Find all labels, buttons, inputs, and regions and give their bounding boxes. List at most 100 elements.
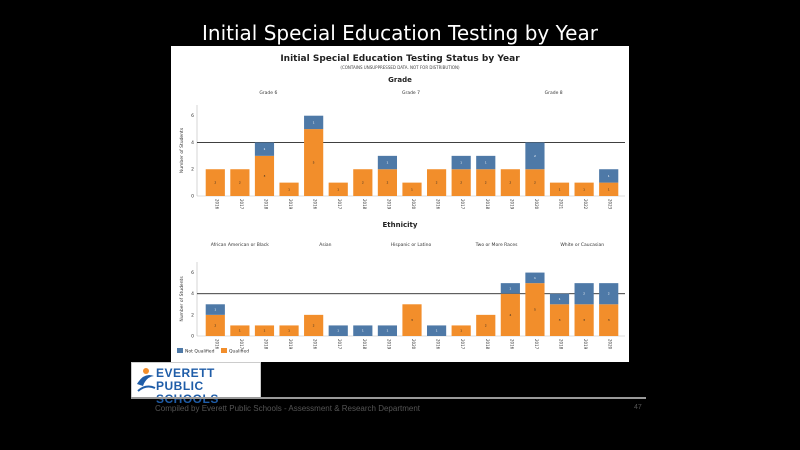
grade-bar-qualified-label: 5 xyxy=(313,161,315,165)
ethnicity-bar-qualified-label: 1 xyxy=(288,329,290,333)
ethnicity-bar-not-qualified xyxy=(205,304,225,315)
footer-text: Compiled by Everett Public Schools - Ass… xyxy=(155,404,421,413)
ethnicity-bar-qualified xyxy=(279,325,299,336)
ethnicity-bar-qualified xyxy=(402,304,422,336)
grade-bar-qualified-label: 1 xyxy=(411,187,413,191)
grade-y-tick-label: 0 xyxy=(191,194,194,200)
ethnicity-panel-label: Hispanic or Latino xyxy=(391,242,432,248)
ethnicity-bar-qualified-label: 3 xyxy=(411,318,413,322)
ethnicity-bar-not-qualified xyxy=(328,325,348,336)
ethnicity-bar-not-qualified-label: 1 xyxy=(436,329,438,333)
ethnicity-bar-qualified-label: 5 xyxy=(534,308,536,312)
grade-bar-qualified xyxy=(328,182,348,196)
grade-panel-label: Grade 7 xyxy=(402,90,420,96)
ethnicity-y-tick-label: 2 xyxy=(191,312,194,318)
ethnicity-bar-not-qualified-label: 1 xyxy=(509,286,511,290)
grade-x-tick-label: 2023 xyxy=(608,199,613,210)
ethnicity-bar-qualified xyxy=(451,325,471,336)
ethnicity-panel-label: Asian xyxy=(319,242,331,248)
ethnicity-chart: 0 2 4 6 Number of Students African American o… xyxy=(179,242,625,350)
grade-bar-not-qualified xyxy=(476,155,496,170)
grade-bar-qualified-label: 1 xyxy=(559,187,561,191)
ethnicity-bar-not-qualified-label: 1 xyxy=(534,276,536,280)
ethnicity-bar-qualified-label: 2 xyxy=(313,323,315,327)
ethnicity-y-tick-label: 4 xyxy=(191,291,194,297)
ethnicity-bar-qualified xyxy=(599,304,619,336)
grade-bar-not-qualified xyxy=(254,142,275,156)
grade-bar-qualified xyxy=(476,169,496,196)
ethnicity-bar-not-qualified-label: 1 xyxy=(214,308,216,312)
grade-bar-qualified-label: 2 xyxy=(485,181,487,185)
grade-bar-not-qualified xyxy=(451,155,471,170)
grade-x-tick-label: 2018 xyxy=(362,199,367,210)
ethnicity-x-tick-label: 2017 xyxy=(534,339,539,350)
ethnicity-x-tick-label: 2018 xyxy=(559,339,564,350)
grade-x-tick-label: 2020 xyxy=(534,199,539,210)
ethnicity-panel-label: Two or More Races xyxy=(475,242,519,248)
ethnicity-bar-qualified xyxy=(230,325,250,336)
grade-bar-qualified-label: 1 xyxy=(608,187,610,191)
ethnicity-bar-qualified-label: 1 xyxy=(239,329,241,333)
ethnicity-x-tick-label: 2017 xyxy=(337,339,342,350)
logo-line2: PUBLIC SCHOOLS xyxy=(156,379,219,406)
grade-bar-qualified xyxy=(525,169,545,196)
grade-bar-qualified-label: 3 xyxy=(264,174,266,178)
grade-bar-qualified-label: 2 xyxy=(460,181,462,185)
grade-panel-label: Grade 6 xyxy=(259,90,277,96)
grade-y-tick-label: 2 xyxy=(191,167,194,173)
grade-bar-not-qualified-label: 1 xyxy=(608,174,610,178)
ethnicity-x-tick-label: 2018 xyxy=(263,339,268,350)
ethnicity-x-tick-label: 2019 xyxy=(386,339,391,350)
grade-bar-qualified-label: 2 xyxy=(509,181,511,185)
swoosh-figure-icon xyxy=(137,368,156,392)
grade-bar-qualified xyxy=(426,169,447,196)
chart-panel: Initial Special Education Testing Status… xyxy=(171,46,629,362)
grade-bar-qualified xyxy=(279,182,299,196)
ethnicity-panel-label: White or Caucasian xyxy=(560,242,604,248)
grade-bar-qualified-label: 2 xyxy=(214,181,216,185)
ethnicity-bar-qualified-label: 3 xyxy=(559,318,561,322)
grade-bar-qualified xyxy=(549,182,570,196)
grade-bar-qualified xyxy=(254,155,275,196)
ethnicity-y-tick-label: 0 xyxy=(191,334,194,340)
logo-text: EVERETT PUBLIC SCHOOLS xyxy=(156,367,260,406)
grade-bar-qualified-label: 2 xyxy=(534,181,536,185)
grade-bar-qualified-label: 2 xyxy=(362,181,364,185)
grade-x-tick-label: 2017 xyxy=(239,199,244,210)
ethnicity-bar-qualified-label: 3 xyxy=(608,318,610,322)
ethnicity-bar-not-qualified-label: 1 xyxy=(386,329,388,333)
grade-x-tick-label: 2016 xyxy=(214,199,219,210)
ethnicity-bar-not-qualified xyxy=(377,325,398,336)
ethnicity-x-tick-label: 2019 xyxy=(288,339,293,350)
ethnicity-x-tick-label: 2016 xyxy=(509,339,514,350)
grade-bar-not-qualified xyxy=(377,155,398,170)
grade-x-tick-label: 2019 xyxy=(288,199,293,210)
ethnicity-y-tick-label: 6 xyxy=(191,270,194,276)
ethnicity-bar-qualified xyxy=(304,314,324,336)
grade-bar-qualified-label: 1 xyxy=(337,187,339,191)
chart-title: Initial Special Education Testing Status… xyxy=(280,54,520,64)
grade-x-tick-label: 2020 xyxy=(411,199,416,210)
chart-svg: Initial Special Education Testing Status… xyxy=(177,54,625,355)
ethnicity-x-tick-label: 2020 xyxy=(608,339,613,350)
ethnicity-x-tick-label: 2016 xyxy=(313,339,318,350)
grade-x-tick-label: 2019 xyxy=(386,199,391,210)
ethnicity-bar-qualified-label: 2 xyxy=(214,323,216,327)
grade-x-tick-label: 2018 xyxy=(263,199,268,210)
grade-bar-qualified xyxy=(500,169,520,196)
grade-bar-qualified xyxy=(230,169,250,196)
ethnicity-bar-not-qualified-label: 2 xyxy=(608,292,610,296)
grade-x-tick-label: 2017 xyxy=(337,199,342,210)
grade-x-tick-label: 2018 xyxy=(485,199,490,210)
ethnicity-bar-not-qualified xyxy=(599,283,619,305)
grade-bar-not-qualified-label: 1 xyxy=(460,161,462,165)
ethnicity-x-tick-label: 2017 xyxy=(460,339,465,350)
grade-bar-qualified xyxy=(304,129,324,196)
grade-bar-not-qualified-label: 2 xyxy=(534,154,536,158)
grade-bar-qualified xyxy=(377,169,398,196)
slide-title: Initial Special Education Testing by Yea… xyxy=(202,21,598,45)
grade-bar-not-qualified-label: 1 xyxy=(264,147,266,151)
ethnicity-bar-qualified-label: 1 xyxy=(264,329,266,333)
ethnicity-bar-not-qualified xyxy=(574,283,594,305)
grade-bar-qualified-label: 2 xyxy=(239,181,241,185)
